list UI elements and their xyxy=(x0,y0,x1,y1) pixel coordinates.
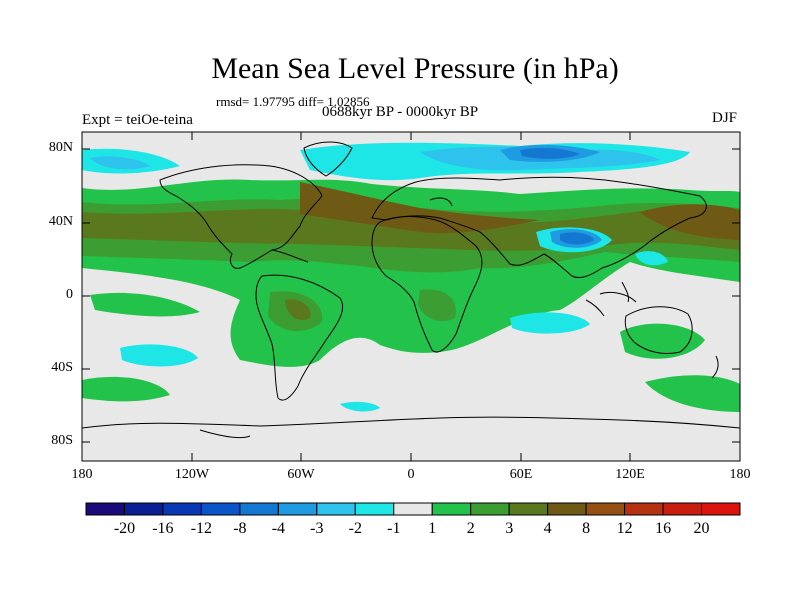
experiment-label: Expt = teiOe-teina xyxy=(82,112,193,128)
colorbar-label: 16 xyxy=(655,520,672,537)
x-tick-label: 60W xyxy=(287,467,315,482)
positive-anomaly-4to8 xyxy=(300,182,540,234)
colorbar-label: -8 xyxy=(233,520,247,537)
positive-anomaly-1to2 xyxy=(645,375,740,412)
colorbar-swatch xyxy=(662,502,703,516)
negative-anomaly-1to2 xyxy=(510,312,590,334)
colorbar-label: 12 xyxy=(616,520,633,537)
x-tick-label: 180 xyxy=(729,467,751,482)
colorbar-label: -20 xyxy=(113,520,136,537)
colorbar-label: 2 xyxy=(466,520,475,537)
coastlines xyxy=(82,141,740,439)
negative-anomaly-4to8 xyxy=(560,232,594,245)
plot-title: Mean Sea Level Pressure (in hPa) xyxy=(211,52,619,85)
negative-anomaly-2to3 xyxy=(90,156,150,170)
colorbar-label: -16 xyxy=(152,520,174,537)
y-tick-label: 80N xyxy=(48,140,73,155)
colorbar-label: 8 xyxy=(582,520,591,537)
positive-anomaly-1to2 xyxy=(82,376,170,402)
colorbar-swatch xyxy=(508,502,549,516)
y-tick-label: 80S xyxy=(51,433,73,448)
positive-anomaly-2to3 xyxy=(418,289,456,322)
x-tick-label: 120W xyxy=(174,467,210,482)
colorbar-swatch xyxy=(354,502,395,516)
colorbar-swatch xyxy=(277,502,318,516)
colorbar-label: 3 xyxy=(505,520,514,537)
positive-anomaly-4to8 xyxy=(640,204,740,240)
colorbar-swatch xyxy=(393,502,433,516)
colorbar-label: -12 xyxy=(190,520,213,537)
colorbar-swatch xyxy=(431,502,472,516)
positive-anomaly-1to2 xyxy=(620,323,705,359)
colorbar xyxy=(85,502,741,516)
y-tick-label: 0 xyxy=(66,287,73,302)
colorbar-swatch xyxy=(200,502,241,516)
negative-anomaly-1to2 xyxy=(120,344,198,367)
positive-anomaly-1to2 xyxy=(90,292,200,317)
colorbar-label: -3 xyxy=(310,520,324,537)
positive-anomaly-3to4 xyxy=(285,299,311,320)
x-tick-label: 120E xyxy=(615,467,645,482)
period-label: 0688kyr BP - 0000kyr BP xyxy=(322,104,479,120)
negative-anomaly-1to2 xyxy=(635,251,668,266)
colorbar-label: 4 xyxy=(543,520,552,537)
stats-label: rmsd= 1.97795 diff= 1.02856 xyxy=(216,94,370,109)
colorbar-label: 20 xyxy=(693,520,710,537)
negative-anomaly-1to2 xyxy=(340,401,380,412)
y-tick-label: 40S xyxy=(51,360,73,375)
x-tick-label: 0 xyxy=(407,467,415,482)
colorbar-swatch xyxy=(701,502,741,516)
pressure-field xyxy=(82,132,740,461)
colorbar-label: 1 xyxy=(428,520,437,537)
colorbar-swatch xyxy=(547,502,587,516)
colorbar-swatch xyxy=(162,502,202,516)
colorbar-label: -4 xyxy=(271,520,286,537)
colorbar-swatch xyxy=(470,502,510,516)
colorbar-label: -2 xyxy=(348,520,362,537)
x-tick-label: 180 xyxy=(71,467,93,482)
colorbar-swatch xyxy=(85,502,125,516)
x-tick-label: 60E xyxy=(509,467,533,482)
colorbar-swatch xyxy=(316,502,356,516)
axis-ticks xyxy=(81,132,741,461)
y-tick-label: 40N xyxy=(48,214,73,229)
colorbar-swatch xyxy=(123,502,164,516)
negative-anomaly-4to8 xyxy=(520,147,580,159)
colorbar-swatch xyxy=(624,502,664,516)
colorbar-swatch xyxy=(585,502,626,516)
colorbar-label: -1 xyxy=(387,520,401,537)
season-label: DJF xyxy=(712,110,738,126)
colorbar-swatch xyxy=(239,502,279,516)
